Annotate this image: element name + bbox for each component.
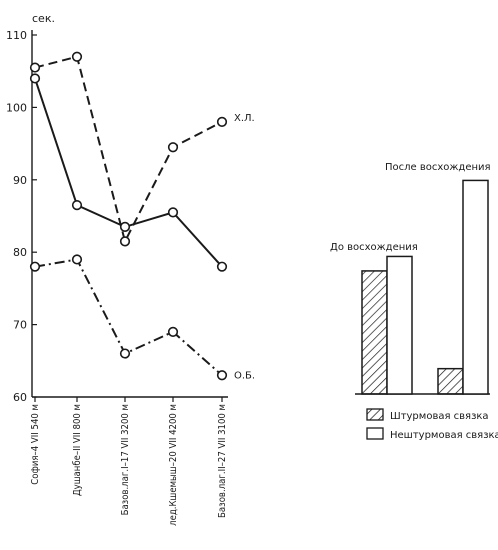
bar bbox=[361, 270, 388, 395]
data-point bbox=[216, 116, 228, 127]
series-label: О.Б. bbox=[234, 370, 255, 381]
x-ticks: София–4 VII 540 м Душанбе–II VII 800 м Баз… bbox=[30, 397, 228, 526]
bar bbox=[462, 179, 489, 395]
bar bbox=[386, 255, 413, 395]
bar-group-label: После восхождения bbox=[385, 162, 491, 173]
data-point bbox=[71, 200, 83, 211]
legend-swatch bbox=[366, 427, 384, 440]
data-point bbox=[119, 221, 131, 232]
bars bbox=[361, 179, 489, 395]
y-tick-label: 80 bbox=[13, 246, 27, 259]
legend-label: Нештурмовая связка bbox=[390, 430, 498, 441]
series-lines bbox=[34, 55, 223, 377]
legend-label: Штурмовая связка bbox=[390, 411, 489, 422]
series-markers bbox=[29, 51, 228, 381]
data-point bbox=[216, 261, 228, 272]
y-tick-label: 70 bbox=[13, 319, 27, 332]
data-point bbox=[119, 348, 131, 359]
series-line-dashed bbox=[34, 55, 223, 245]
data-point bbox=[29, 261, 41, 272]
x-tick-label: Базов.лаг.I–17 VII 3200 м bbox=[120, 404, 131, 515]
data-point bbox=[119, 236, 131, 247]
line-chart: сек. 110 100 90 80 70 60 София–4 VII 540 м Душ… bbox=[6, 12, 255, 526]
y-axis-label: сек. bbox=[32, 12, 55, 25]
bar bbox=[437, 367, 464, 395]
y-tick-label: 60 bbox=[13, 391, 27, 404]
data-point bbox=[29, 62, 41, 73]
y-ticks: 110 100 90 80 70 60 bbox=[6, 29, 37, 404]
y-tick-label: 100 bbox=[6, 101, 27, 114]
data-point bbox=[167, 326, 179, 337]
data-point bbox=[167, 207, 179, 218]
data-point bbox=[29, 73, 41, 84]
bar-chart: До восхождения После восхождения Штурмова… bbox=[330, 162, 498, 441]
y-tick-label: 110 bbox=[6, 29, 27, 42]
x-tick-label: Душанбе–II VII 800 м bbox=[72, 404, 83, 496]
data-point bbox=[71, 254, 83, 265]
x-tick-label: лед.Кшемыш–20 VII 4200 м bbox=[168, 404, 179, 526]
bar-group-labels: До восхождения После восхождения bbox=[330, 162, 491, 253]
legend: Штурмовая связка Нештурмовая связка bbox=[366, 408, 498, 441]
x-tick-label: Базов.лаг.II–27 VII 3100 м bbox=[217, 404, 228, 518]
series-line-dashdot bbox=[34, 258, 223, 377]
legend-swatch bbox=[366, 408, 384, 421]
data-point bbox=[71, 51, 83, 62]
data-point bbox=[216, 370, 228, 381]
series-labels: Х.Л. О.Б. bbox=[234, 113, 255, 381]
x-tick-label: София–4 VII 540 м bbox=[30, 404, 41, 485]
bar-group-label: До восхождения bbox=[330, 242, 418, 253]
y-tick-label: 90 bbox=[13, 174, 27, 187]
data-point bbox=[167, 142, 179, 153]
series-label: Х.Л. bbox=[234, 113, 255, 124]
